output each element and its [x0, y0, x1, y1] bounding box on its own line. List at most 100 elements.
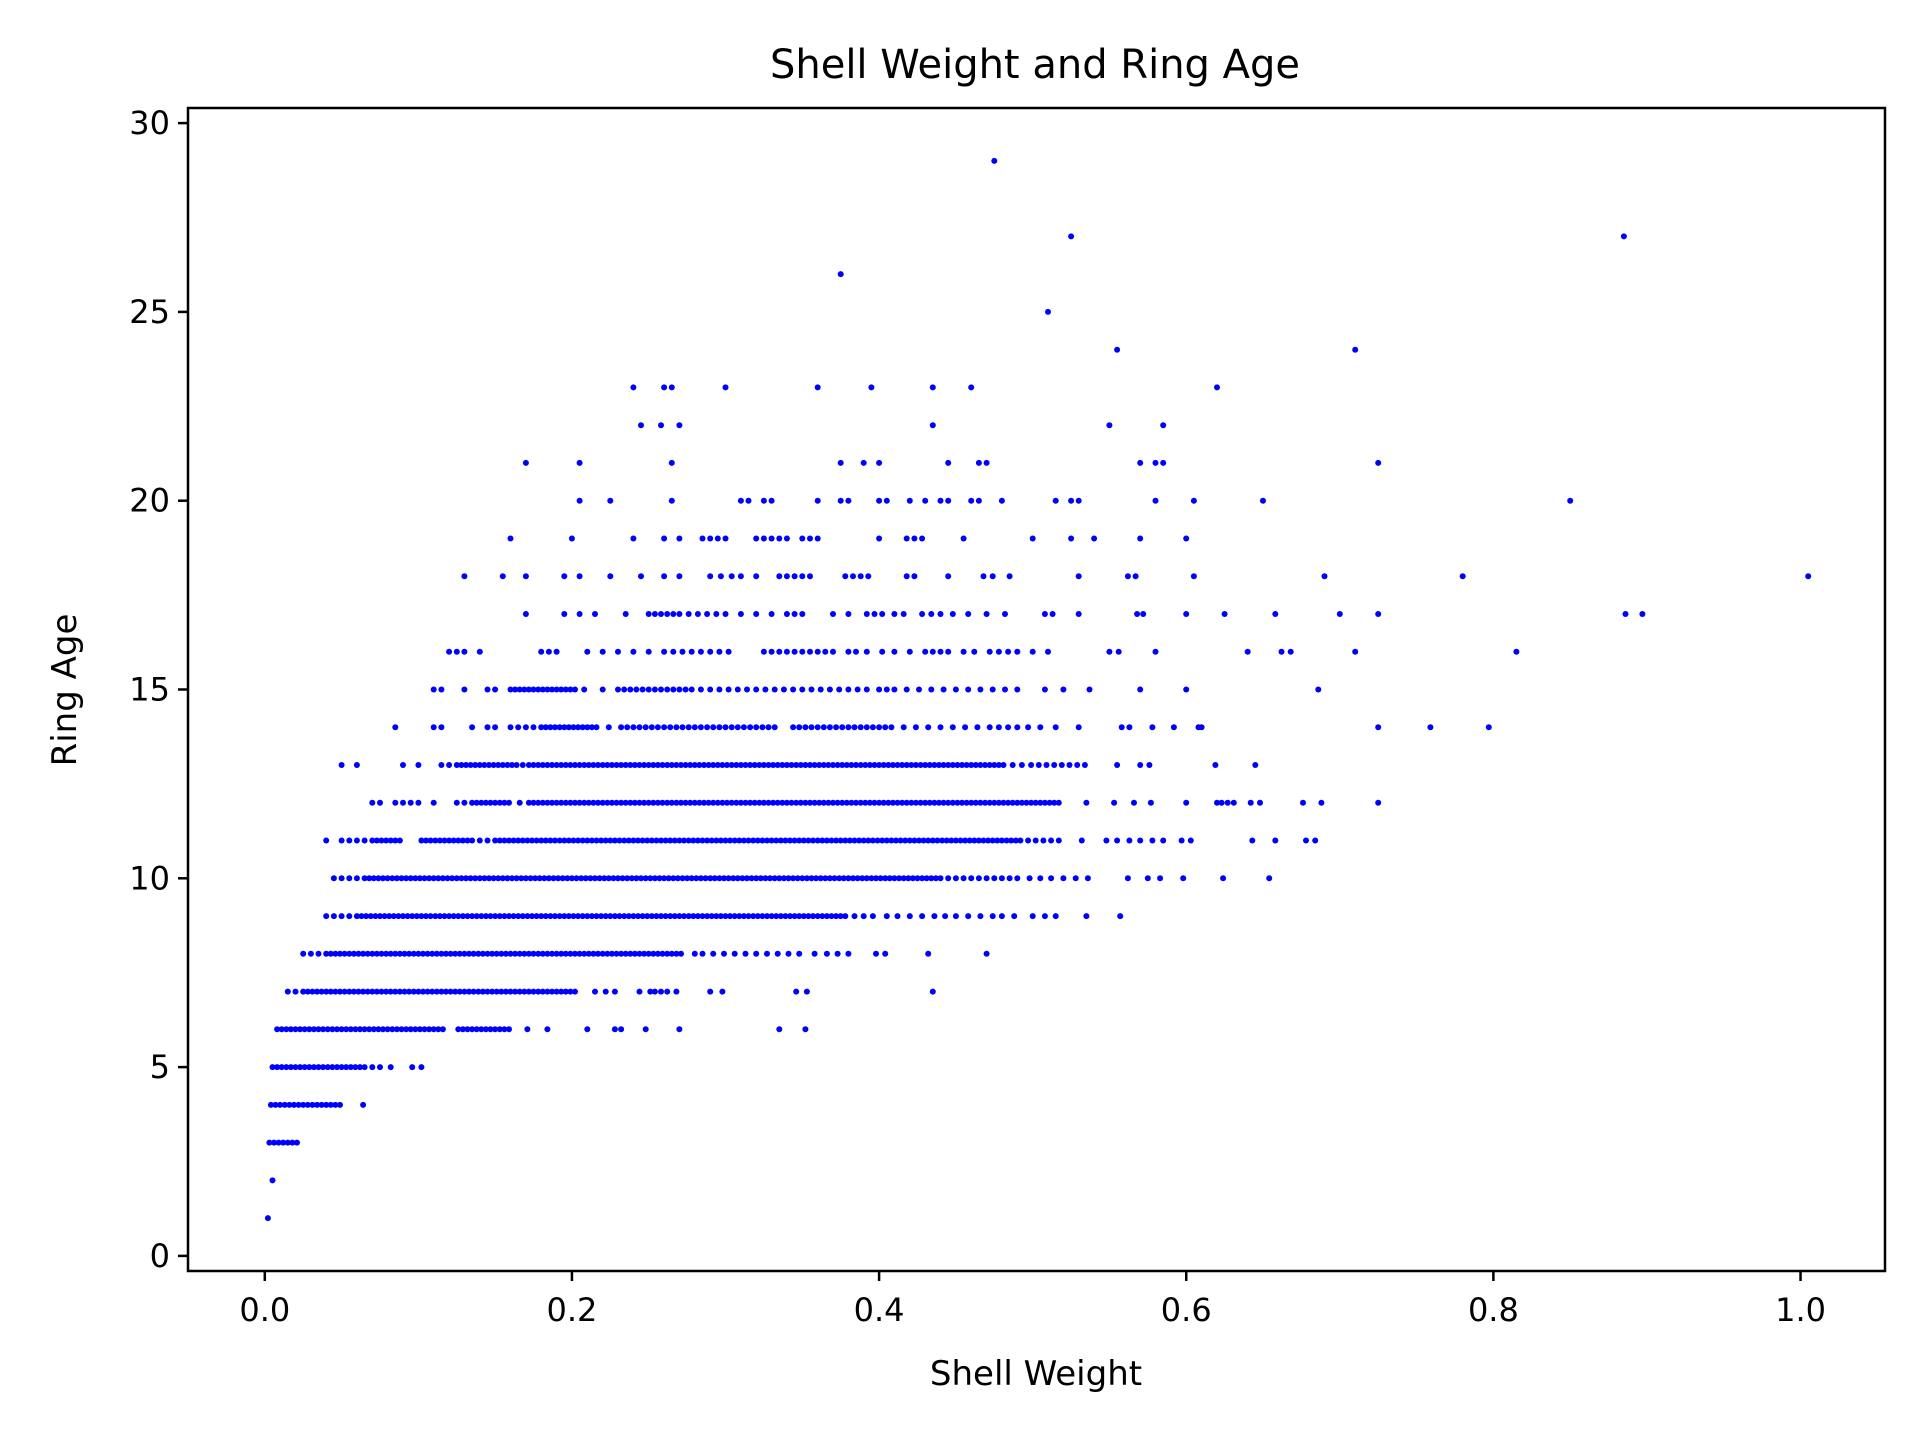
data-point: [295, 1101, 302, 1108]
data-point: [753, 724, 760, 731]
data-point: [378, 950, 385, 957]
data-point: [338, 1026, 345, 1033]
data-point: [645, 950, 652, 957]
data-point: [863, 611, 870, 617]
data-point: [341, 950, 348, 957]
data-point: [783, 535, 790, 542]
data-point: [607, 837, 614, 844]
data-point: [995, 762, 1002, 768]
data-point: [607, 497, 614, 504]
data-point: [771, 686, 778, 693]
data-point: [929, 988, 936, 995]
data-point: [725, 648, 732, 655]
data-point: [701, 762, 707, 768]
data-point: [762, 875, 769, 882]
data-point: [839, 799, 846, 806]
data-point: [552, 837, 558, 844]
data-point: [641, 799, 648, 806]
data-point: [1018, 762, 1025, 768]
data-point: [1037, 799, 1044, 806]
data-point: [728, 799, 735, 806]
data-point: [622, 799, 629, 806]
data-point: [853, 648, 859, 655]
data-point: [664, 686, 671, 693]
data-point: [378, 837, 385, 844]
data-point: [588, 724, 595, 731]
data-point: [392, 724, 399, 731]
data-point: [1055, 799, 1062, 806]
data-point: [446, 913, 453, 920]
data-point: [673, 988, 680, 995]
data-point: [490, 762, 497, 768]
data-point: [579, 724, 586, 731]
data-point: [1252, 762, 1259, 768]
data-point: [782, 837, 789, 844]
data-point: [484, 724, 491, 731]
data-point: [611, 837, 618, 844]
data-point: [300, 950, 307, 957]
data-point: [269, 1064, 276, 1071]
data-point: [742, 762, 749, 768]
data-point: [618, 1026, 625, 1033]
data-point: [854, 875, 861, 882]
data-point: [383, 837, 390, 844]
data-point: [519, 913, 526, 920]
data-point: [674, 875, 681, 882]
data-point: [1040, 837, 1047, 844]
data-point: [638, 422, 644, 429]
data-point: [530, 686, 537, 693]
data-point: [903, 535, 910, 542]
data-point: [876, 686, 883, 693]
data-point: [323, 837, 330, 844]
data-point: [690, 837, 697, 844]
data-point: [791, 611, 798, 617]
data-point: [722, 535, 729, 542]
data-point: [971, 837, 978, 844]
data-point: [989, 573, 996, 580]
y-tick-label: 25: [129, 293, 170, 331]
data-point: [805, 913, 812, 920]
data-point: [375, 875, 382, 882]
data-point: [404, 913, 411, 920]
data-point: [613, 950, 620, 957]
data-point: [682, 799, 689, 806]
data-point: [711, 875, 718, 882]
data-point: [1002, 611, 1008, 617]
data-point: [598, 913, 605, 920]
data-point: [552, 724, 558, 731]
data-point: [862, 762, 869, 768]
data-point: [525, 988, 532, 995]
data-point: [774, 799, 781, 806]
data-point: [605, 875, 612, 882]
data-point: [1005, 799, 1012, 806]
data-point: [432, 913, 439, 920]
data-point: [378, 988, 385, 995]
data-point: [820, 724, 827, 731]
data-point: [1014, 724, 1021, 731]
y-axis-label: Ring Age: [45, 614, 85, 767]
data-point: [1124, 573, 1131, 580]
data-point: [393, 875, 400, 882]
data-point: [461, 950, 468, 957]
data-point: [862, 799, 869, 806]
data-point: [346, 913, 353, 920]
data-point: [1072, 875, 1079, 882]
data-point: [707, 648, 714, 655]
data-point: [498, 988, 505, 995]
data-point: [1048, 837, 1055, 844]
data-point: [676, 611, 683, 617]
data-point: [338, 762, 345, 768]
data-point: [1029, 648, 1036, 655]
data-point: [699, 950, 706, 957]
data-point: [1459, 573, 1466, 580]
data-point: [710, 799, 717, 806]
data-point: [1375, 799, 1382, 806]
data-point: [699, 913, 706, 920]
data-point: [803, 988, 810, 995]
data-point: [459, 837, 466, 844]
data-point: [859, 875, 866, 882]
data-point: [558, 762, 565, 768]
data-point: [794, 875, 801, 882]
data-point: [1075, 724, 1082, 731]
data-point: [281, 1101, 288, 1108]
